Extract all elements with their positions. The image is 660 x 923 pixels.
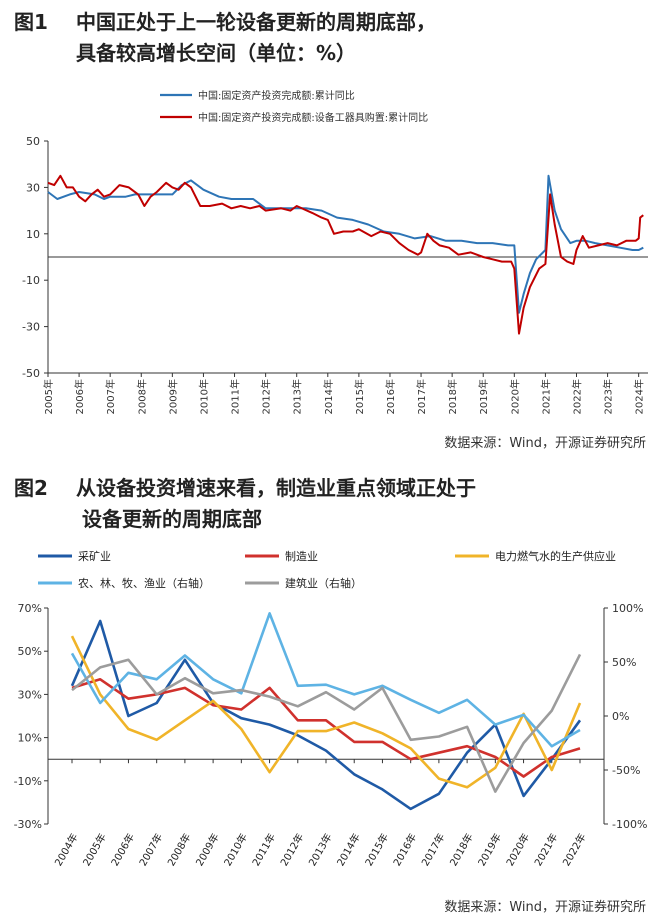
chart1-xtick-label-5: 2010年 <box>197 379 210 414</box>
chart2-xtick-label-14: 2018年 <box>447 831 476 868</box>
chart1-ytick-label-4: -30 <box>22 321 40 334</box>
chart1-xtick-label-1: 2006年 <box>73 379 86 414</box>
chart2-xtick-label-7: 2011年 <box>249 831 278 868</box>
chart2-ytick-left-label-5: -30% <box>14 818 42 831</box>
chart1-xtick-label-10: 2015年 <box>353 379 366 414</box>
chart1-xtick-label-19: 2024年 <box>633 379 646 414</box>
chart1-xtick-label-0: 2005年 <box>42 379 55 414</box>
chart2-ytick-right-label-1: 50% <box>612 656 636 669</box>
chart2-ytick-left-label-1: 50% <box>18 645 42 658</box>
chart1-xtick-label-13: 2018年 <box>446 379 459 414</box>
chart2-xtick-label-16: 2020年 <box>503 831 532 868</box>
fig1-number: 图1 <box>14 10 48 34</box>
chart1-xtick-label-16: 2021年 <box>539 379 552 414</box>
fig1-title-line1: 中国正处于上一轮设备更新的周期底部， <box>76 10 436 34</box>
chart2-xtick-label-17: 2021年 <box>531 831 560 868</box>
legend2-label-4: 建筑业（右轴） <box>285 576 362 590</box>
legend2-label-3: 农、林、牧、渔业（右轴） <box>78 576 210 590</box>
legend2-label-2: 电力燃气水的生产供应业 <box>495 549 616 563</box>
chart2-xtick-label-2: 2006年 <box>108 831 137 868</box>
chart1-xtick-label-11: 2016年 <box>384 379 397 414</box>
chart2-xtick-label-12: 2016年 <box>390 831 419 868</box>
chart2-xtick-label-8: 2012年 <box>277 831 306 868</box>
chart2-xtick-label-6: 2010年 <box>221 831 250 868</box>
chart1-xtick-label-3: 2008年 <box>135 379 148 414</box>
chart2-xtick-label-10: 2014年 <box>334 831 363 868</box>
chart2-xtick-label-9: 2013年 <box>306 831 335 868</box>
legend1-label-1: 中国:固定资产投资完成额:设备工器具购置:累计同比 <box>198 111 428 124</box>
chart2-ytick-left-label-4: -10% <box>14 775 42 788</box>
chart1-ytick-label-0: 50 <box>26 135 40 148</box>
legend2-label-1: 制造业 <box>285 549 318 563</box>
chart1-series-line-1 <box>47 174 644 335</box>
fig2-title-line2: 设备更新的周期底部 <box>82 507 262 531</box>
chart1-xtick-label-18: 2023年 <box>602 379 615 414</box>
chart1-xtick-label-6: 2011年 <box>229 379 242 414</box>
chart1-xtick-label-15: 2020年 <box>508 379 521 414</box>
chart1-xtick-label-2: 2007年 <box>104 379 117 414</box>
chart1-xtick-label-9: 2014年 <box>322 379 335 414</box>
chart2-xtick-label-15: 2019年 <box>475 831 504 868</box>
fig1-source: 数据来源：Wind，开源证券研究所 <box>444 436 646 451</box>
chart2-ytick-right-label-3: -50% <box>612 764 640 777</box>
chart2-xtick-label-3: 2007年 <box>136 831 165 868</box>
chart2-series-line-0 <box>70 619 582 811</box>
chart2-xtick-label-5: 2009年 <box>193 831 222 868</box>
chart2-ytick-right-label-4: -100% <box>612 818 647 831</box>
chart1-svg: 中国:固定资产投资完成额:累计同比中国:固定资产投资完成额:设备工器具购置:累计… <box>22 89 648 414</box>
chart2-xtick-label-18: 2022年 <box>560 831 589 868</box>
chart1-ytick-label-3: -10 <box>22 274 40 287</box>
chart2-series-line-2 <box>70 635 582 789</box>
fig2-source: 数据来源：Wind，开源证券研究所 <box>444 900 646 915</box>
chart2-xtick-label-4: 2008年 <box>165 831 194 868</box>
chart1-xtick-label-17: 2022年 <box>570 379 583 414</box>
chart1-xtick-label-12: 2017年 <box>415 379 428 414</box>
chart2-ytick-left-label-0: 70% <box>18 602 42 615</box>
legend2-label-0: 采矿业 <box>78 550 111 563</box>
chart1-series-line-0 <box>47 174 644 314</box>
chart2-xtick-label-11: 2015年 <box>362 831 391 868</box>
chart2-xtick-label-1: 2005年 <box>80 831 109 868</box>
chart2-ytick-left-label-3: 10% <box>18 732 42 745</box>
fig1-title-line2: 具备较高增长空间（单位：%） <box>76 41 357 65</box>
legend1-label-0: 中国:固定资产投资完成额:累计同比 <box>198 89 355 102</box>
chart1-ytick-label-2: 10 <box>26 228 40 241</box>
chart1-xtick-label-8: 2013年 <box>291 379 304 414</box>
chart1-xtick-label-14: 2019年 <box>477 379 490 414</box>
chart1-ytick-label-1: 30 <box>26 181 40 194</box>
chart2-ytick-left-label-2: 30% <box>18 688 42 701</box>
chart2-xtick-label-0: 2004年 <box>52 831 81 868</box>
chart2-xtick-label-13: 2017年 <box>419 831 448 868</box>
fig2-number: 图2 <box>14 476 48 500</box>
chart2-series-line-4 <box>71 653 582 793</box>
chart2-ytick-right-label-2: 0% <box>612 710 629 723</box>
chart1-xtick-label-7: 2012年 <box>260 379 273 414</box>
chart2-ytick-right-label-0: 100% <box>612 602 643 615</box>
chart2-series-line-3 <box>70 612 581 748</box>
chart1-ytick-label-5: -50 <box>22 367 40 380</box>
fig2-title-line1: 从设备投资增速来看，制造业重点领域正处于 <box>76 476 476 500</box>
chart1-xtick-label-4: 2009年 <box>166 379 179 414</box>
